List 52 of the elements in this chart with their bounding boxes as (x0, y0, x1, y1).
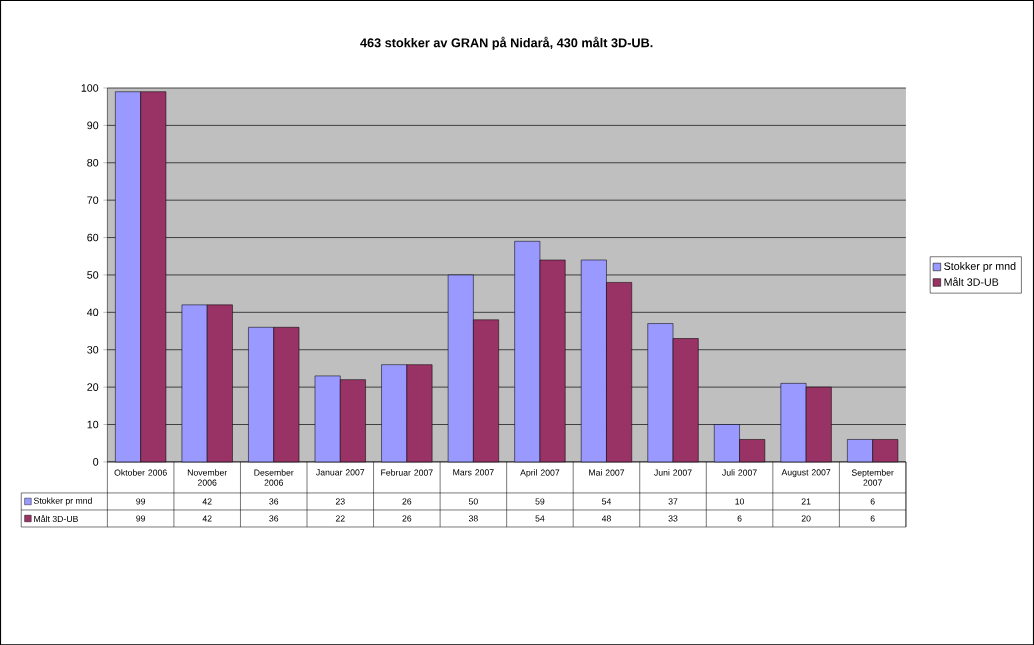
data-label: 54 (602, 498, 612, 505)
y-tick-label: 20 (87, 383, 99, 391)
data-label: 6 (870, 498, 875, 505)
y-tick-label: 100 (81, 84, 99, 92)
x-tick-label: Mars 2007 (453, 469, 494, 476)
data-label: 36 (269, 515, 279, 522)
x-tick-label: Juni 2007 (654, 469, 692, 476)
data-label: 99 (136, 498, 146, 505)
x-tick-label: Januar 2007 (316, 469, 365, 476)
legend-label: Stokker pr mnd (33, 497, 92, 506)
data-label: 36 (269, 498, 279, 505)
data-label: 99 (136, 515, 146, 522)
data-label: 54 (535, 515, 545, 522)
legend-label: Målt 3D-UB (944, 276, 999, 286)
data-label: 21 (801, 498, 811, 505)
data-label: 20 (801, 515, 811, 522)
y-tick-label: 30 (87, 345, 99, 354)
data-label: 50 (468, 498, 478, 505)
data-label: 22 (335, 515, 345, 522)
x-tick-label: Mai 2007 (589, 469, 625, 476)
data-label: 59 (535, 498, 545, 505)
data-label: 42 (202, 515, 212, 522)
y-tick-label: 60 (87, 233, 99, 242)
x-tick-label: August 2007 (781, 469, 831, 477)
data-label: 33 (668, 515, 678, 522)
data-label: 48 (601, 515, 611, 522)
x-tick-label: Juli 2007 (722, 469, 757, 476)
x-tick-label: Februar 2007 (381, 469, 433, 476)
x-tick-label: April 2007 (520, 469, 560, 478)
y-tick-label: 50 (87, 270, 99, 279)
y-tick-label: 10 (87, 420, 99, 429)
x-tick-label: Desember 2006 (254, 469, 294, 486)
data-label: 6 (737, 515, 742, 522)
y-tick-label: 70 (87, 196, 99, 204)
data-label: 42 (202, 498, 212, 505)
y-tick-label: 0 (93, 457, 99, 466)
data-label: 23 (335, 498, 345, 505)
x-tick-label: November 2006 (187, 469, 228, 486)
data-label: 26 (402, 498, 412, 505)
data-label: 26 (402, 515, 412, 522)
text: Stokker pr mnd (944, 261, 1016, 272)
data-label: 37 (668, 498, 678, 505)
y-tick-label: 80 (87, 158, 99, 167)
y-tick-label: 40 (87, 308, 99, 316)
x-tick-label: Oktober 2006 (114, 469, 167, 476)
data-label: 6 (870, 515, 875, 522)
chart-title: 463 stokker av GRAN på Nidarå, 430 målt 3D-UB. (360, 36, 653, 50)
data-label: 10 (735, 498, 745, 505)
text: Målt 3D-UB (34, 514, 78, 522)
y-tick-label: 90 (87, 121, 99, 129)
x-tick-label: September 2007 (851, 469, 894, 486)
data-label: 38 (468, 515, 478, 522)
